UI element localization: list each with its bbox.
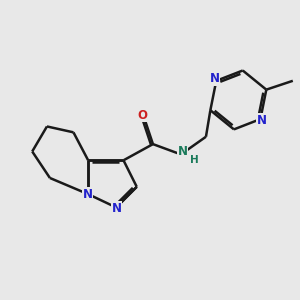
Text: H: H xyxy=(190,155,199,165)
Text: N: N xyxy=(112,202,122,214)
Text: N: N xyxy=(210,72,220,85)
Text: N: N xyxy=(177,145,188,158)
Text: O: O xyxy=(138,109,148,122)
Text: N: N xyxy=(82,188,93,201)
Text: N: N xyxy=(257,114,267,127)
